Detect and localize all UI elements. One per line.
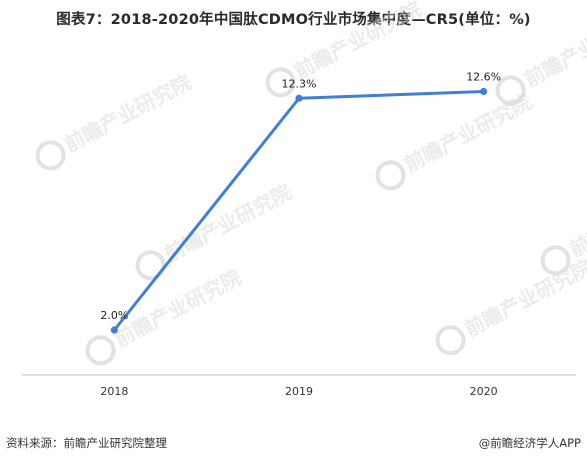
qianzhan-logo-icon <box>265 67 296 98</box>
watermark-text: 前瞻产业研究院 <box>565 175 587 262</box>
source-note: 资料来源：前瞻产业研究院整理 <box>6 436 167 450</box>
watermark-text: 前瞻产业研究院 <box>400 90 535 177</box>
qianzhan-logo-icon <box>495 75 526 106</box>
data-label: 12.6% <box>466 71 501 84</box>
data-point <box>110 326 118 334</box>
watermark-text: 前瞻产业研究院 <box>520 5 587 92</box>
data-point <box>480 87 488 96</box>
watermark-text: 前瞻产业研究院 <box>290 0 425 84</box>
watermark: 前瞻产业研究院 <box>135 180 295 281</box>
watermark: 前瞻产业研究院 <box>35 70 195 171</box>
watermark-text: 前瞻产业研究院 <box>60 70 195 157</box>
x-tick-label: 2020 <box>470 385 498 398</box>
qianzhan-logo-icon <box>435 325 466 356</box>
watermark-text: 前瞻产业研究院 <box>160 180 295 267</box>
brand-credit: @前瞻经济学人APP <box>478 436 581 450</box>
qianzhan-logo-icon <box>35 140 66 171</box>
series-line <box>112 90 486 332</box>
data-point <box>295 94 303 102</box>
qianzhan-logo-icon <box>375 160 406 191</box>
chart-title: 图表7：2018-2020年中国肽CDMO行业市场集中度—CR5(单位：%) <box>56 12 531 28</box>
watermark: 前瞻产业研究院 <box>375 90 535 191</box>
qianzhan-logo-icon <box>135 250 166 281</box>
data-label: 2.0% <box>100 309 128 322</box>
watermark: 前瞻产业研究院 <box>495 5 587 106</box>
qianzhan-logo-icon <box>85 335 116 366</box>
series-layer: 2.0% 12.3% 12.6% <box>100 71 501 334</box>
data-label: 12.3% <box>282 77 317 90</box>
qianzhan-logo-icon <box>540 245 571 276</box>
x-axis: 2018 2019 2020 <box>22 374 576 398</box>
x-tick-label: 2018 <box>100 385 128 398</box>
x-tick-label: 2019 <box>285 385 313 398</box>
